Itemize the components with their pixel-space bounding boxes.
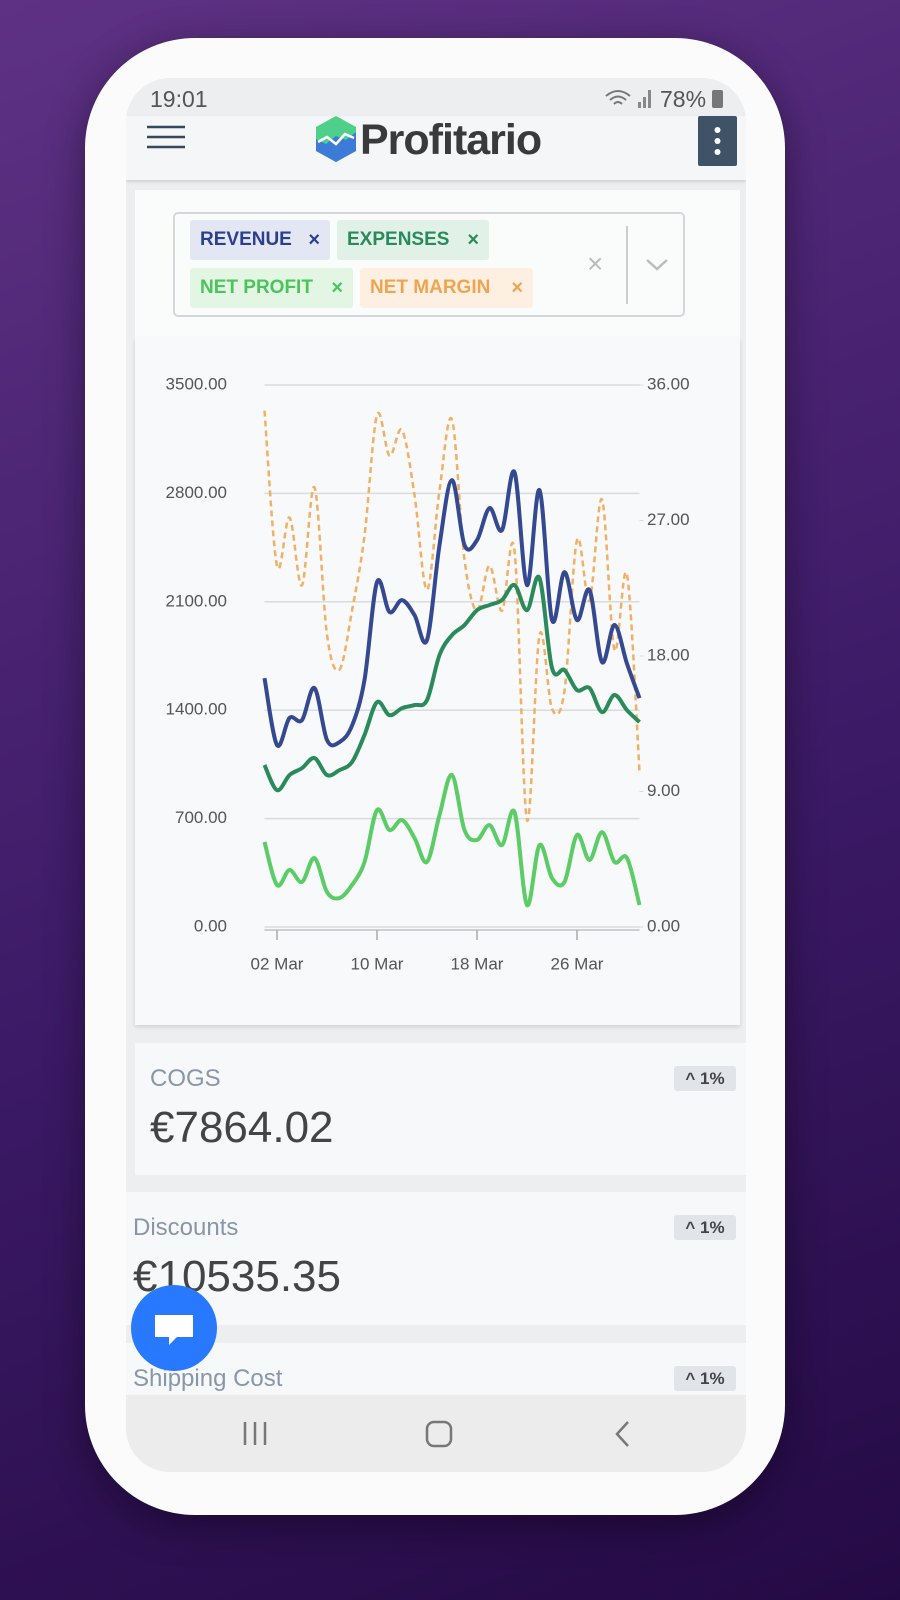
metric-change: ^ 1% [674,1066,736,1091]
chip-label: NET PROFIT [200,277,313,298]
app-header [126,116,746,180]
change-text: 1% [700,1368,725,1388]
chip-label: EXPENSES [347,229,450,250]
metric-card: Discounts €10535.35 ^ 1% [126,1192,746,1325]
series-line [262,469,642,748]
y-tick-label: 2100.00 [166,591,227,610]
y2-tick-label: 9.00 [647,781,680,800]
chat-button[interactable] [131,1285,221,1375]
chip-label: REVENUE [200,229,292,250]
y-tick-label: 700.00 [175,808,227,827]
y2-tick-label: 18.00 [647,645,690,664]
logo-icon [316,116,356,162]
dropdown-arrow[interactable] [645,258,669,272]
nav-bar [126,1395,746,1472]
divider [626,226,628,304]
metric-label: COGS [150,1065,221,1092]
nav-icons [243,1420,629,1448]
x-tick-label: 10 Mar [351,954,404,973]
series-line [262,773,642,908]
metric-label: Discounts [133,1214,239,1241]
series-line [263,410,641,822]
metric-card: COGS €7864.02 ^ 1% [135,1043,746,1175]
chip-label: NET MARGIN [370,277,491,298]
chip[interactable]: EXPENSES × [337,220,489,260]
y-tick-label: 0.00 [194,916,227,935]
chip-remove[interactable]: × [331,276,343,299]
y2-tick-label: 0.00 [647,916,680,935]
change-text: 1% [700,1217,725,1237]
x-tick-label: 26 Mar [551,954,604,973]
chip-remove[interactable]: × [308,228,320,251]
clear-all[interactable]: × [587,248,604,279]
metric-value: €7864.02 [150,1103,334,1152]
metric-label: Shipping Cost [133,1365,283,1392]
chart: 0.00 700.00 1400.00 2100.00 2800.00 3500.00 0.… [166,374,690,973]
chip-remove[interactable]: × [511,276,523,299]
x-tick-label: 18 Mar [451,954,504,973]
chip[interactable]: NET PROFIT × [190,268,353,308]
chip-remove[interactable]: × [467,228,479,251]
chart-card [135,338,740,1025]
metric-change: ^ 1% [674,1366,736,1391]
y-tick-label: 3500.00 [166,374,227,393]
menu-button[interactable] [146,124,186,150]
chip[interactable]: NET MARGIN × [360,268,533,308]
brand-name: Profitario [360,116,542,164]
screen: 19:01 78% Profitario REVENUE × EXPENSES × … [126,78,746,1472]
battery-level: 78% [660,86,707,112]
y-tick-label: 2800.00 [166,483,227,502]
battery-icon [712,90,723,108]
series-line [262,574,641,793]
status-time: 19:01 [150,86,208,112]
chip[interactable]: REVENUE × [190,220,330,260]
status-icons [605,90,651,108]
more-button[interactable] [698,116,737,166]
series-select[interactable]: REVENUE × EXPENSES × NET PROFIT × NET MARGI… [173,212,685,317]
filter-panel: REVENUE × EXPENSES × NET PROFIT × NET MARGI… [135,190,740,339]
change-text: 1% [700,1068,725,1088]
y2-tick-label: 36.00 [647,374,690,393]
y-tick-label: 1400.00 [166,700,227,719]
x-tick-label: 02 Mar [251,954,304,973]
metric-change: ^ 1% [674,1215,736,1240]
y2-tick-label: 27.00 [647,510,690,529]
